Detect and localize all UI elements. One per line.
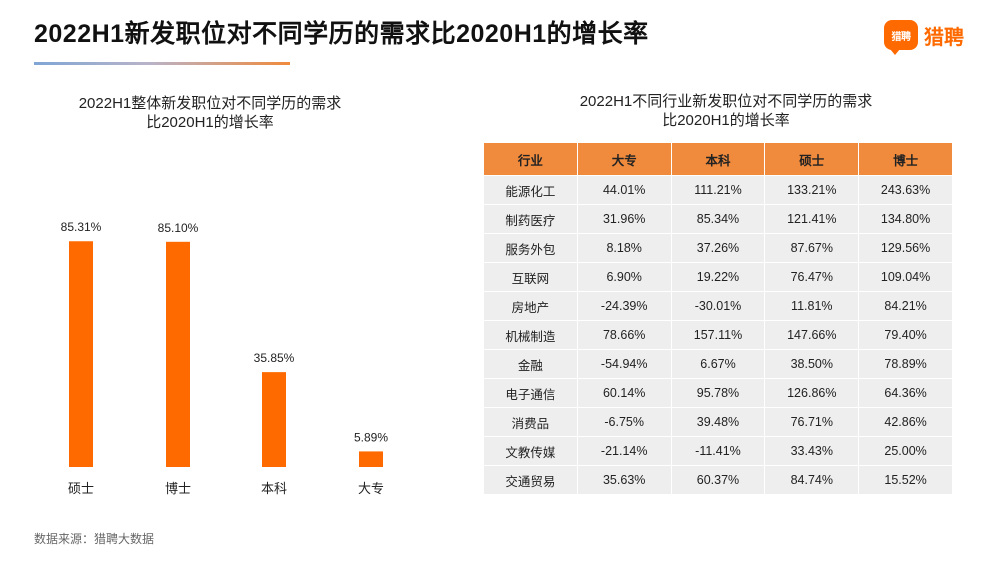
table-row: 互联网 6.90% 19.22% 76.47% 109.04%	[483, 262, 953, 292]
table-header-cell: 博士	[858, 142, 953, 176]
title-underline	[34, 62, 290, 65]
table-cell: 134.80%	[858, 204, 953, 234]
table-title-line2: 比2020H1的增长率	[662, 112, 790, 129]
table-cell: 33.43%	[764, 436, 860, 466]
table-cell: 87.67%	[764, 233, 860, 263]
table-cell: 76.47%	[764, 262, 860, 292]
table-cell: 25.00%	[858, 436, 953, 466]
brand-logo: 猎聘 猎聘	[884, 18, 964, 55]
table-cell: 44.01%	[576, 175, 672, 205]
table-row: 电子通信 60.14% 95.78% 126.86% 64.36%	[483, 378, 953, 408]
table-cell: 78.66%	[576, 320, 672, 350]
bar-硕士	[69, 241, 93, 467]
table-cell: 39.48%	[670, 407, 766, 437]
data-source-note: 数据来源：猎聘大数据	[34, 532, 155, 546]
chat-bubble-icon: 猎聘	[884, 20, 918, 55]
bar-value-label: 85.10%	[158, 221, 199, 235]
table-header-cell: 硕士	[764, 142, 860, 176]
table-row: 房地产 -24.39% -30.01% 11.81% 84.21%	[483, 291, 953, 321]
x-tick-label: 大专	[358, 481, 384, 496]
table-row-industry: 文教传媒	[483, 436, 578, 466]
table-cell: -30.01%	[670, 291, 766, 321]
table-cell: 15.52%	[858, 465, 953, 495]
table-cell: 64.36%	[858, 378, 953, 408]
table-title: 2022H1不同行业新发职位对不同学历的需求 比2020H1的增长率	[530, 92, 922, 130]
table-header-cell: 行业	[483, 142, 578, 176]
table-cell: 31.96%	[576, 204, 672, 234]
table-row-industry: 消费品	[483, 407, 578, 437]
logo-mark-text: 猎聘	[891, 31, 912, 43]
table-header-cell: 本科	[670, 142, 766, 176]
table-cell: -6.75%	[576, 407, 672, 437]
table-cell: -11.41%	[670, 436, 766, 466]
bar-value-label: 35.85%	[254, 351, 295, 365]
x-tick-label: 硕士	[68, 481, 94, 496]
table-row-industry: 服务外包	[483, 233, 578, 263]
bar-chart-title-line2: 比2020H1的增长率	[146, 114, 274, 131]
table-cell: 109.04%	[858, 262, 953, 292]
table-cell: -21.14%	[576, 436, 672, 466]
industry-growth-table: 行业 大专 本科 硕士 博士 能源化工 44.01% 111.21% 133.21% 2…	[483, 142, 953, 495]
table-cell: 95.78%	[670, 378, 766, 408]
table-cell: 35.63%	[576, 465, 672, 495]
bar-value-label: 5.89%	[354, 430, 388, 444]
page-title: 2022H1新发职位对不同学历的需求比2020H1的增长率	[34, 20, 649, 48]
table-cell: 60.14%	[576, 378, 672, 408]
table-row-industry: 房地产	[483, 291, 578, 321]
logo-text: 猎聘	[924, 26, 964, 49]
table-cell: 19.22%	[670, 262, 766, 292]
table-cell: 133.21%	[764, 175, 860, 205]
table-cell: 38.50%	[764, 349, 860, 379]
table-cell: 8.18%	[576, 233, 672, 263]
table-row: 制药医疗 31.96% 85.34% 121.41% 134.80%	[483, 204, 953, 234]
table-cell: 79.40%	[858, 320, 953, 350]
table-cell: 126.86%	[764, 378, 860, 408]
bar-大专	[359, 451, 383, 467]
table-row: 文教传媒 -21.14% -11.41% 33.43% 25.00%	[483, 436, 953, 466]
table-cell: 11.81%	[764, 291, 860, 321]
table-cell: 147.66%	[764, 320, 860, 350]
table-cell: 42.86%	[858, 407, 953, 437]
table-cell: 129.56%	[858, 233, 953, 263]
table-row: 机械制造 78.66% 157.11% 147.66% 79.40%	[483, 320, 953, 350]
table-cell: 243.63%	[858, 175, 953, 205]
x-tick-label: 本科	[261, 481, 287, 496]
table-title-line1: 2022H1不同行业新发职位对不同学历的需求	[579, 93, 873, 110]
bar-chart-title-line1: 2022H1整体新发职位对不同学历的需求	[78, 95, 342, 112]
x-tick-label: 博士	[165, 481, 191, 496]
table-cell: -24.39%	[576, 291, 672, 321]
table-cell: 111.21%	[670, 175, 766, 205]
table-cell: 85.34%	[670, 204, 766, 234]
table-cell: 84.74%	[764, 465, 860, 495]
table-cell: 6.67%	[670, 349, 766, 379]
bar-本科	[262, 372, 286, 467]
table-row-industry: 金融	[483, 349, 578, 379]
table-row: 消费品 -6.75% 39.48% 76.71% 42.86%	[483, 407, 953, 437]
bar-chart: 85.31% 硕士 85.10% 博士 35.85% 本科 5.89% 大专	[61, 220, 389, 496]
table-header-row: 行业 大专 本科 硕士 博士	[483, 142, 953, 176]
table-row-industry: 机械制造	[483, 320, 578, 350]
table-row: 交通贸易 35.63% 60.37% 84.74% 15.52%	[483, 465, 953, 495]
table-row-industry: 交通贸易	[483, 465, 578, 495]
table-cell: 6.90%	[576, 262, 672, 292]
table-row-industry: 互联网	[483, 262, 578, 292]
table-row-industry: 电子通信	[483, 378, 578, 408]
table-cell: 37.26%	[670, 233, 766, 263]
table-cell: 60.37%	[670, 465, 766, 495]
table-header-cell: 大专	[576, 142, 672, 176]
table-row-industry: 能源化工	[483, 175, 578, 205]
table-row: 服务外包 8.18% 37.26% 87.67% 129.56%	[483, 233, 953, 263]
table-cell: 78.89%	[858, 349, 953, 379]
table-row-industry: 制药医疗	[483, 204, 578, 234]
bar-博士	[166, 241, 190, 467]
table-row: 能源化工 44.01% 111.21% 133.21% 243.63%	[483, 175, 953, 205]
table-cell: 76.71%	[764, 407, 860, 437]
table-cell: -54.94%	[576, 349, 672, 379]
table-cell: 84.21%	[858, 291, 953, 321]
table-row: 金融 -54.94% 6.67% 38.50% 78.89%	[483, 349, 953, 379]
table-cell: 121.41%	[764, 204, 860, 234]
bar-value-label: 85.31%	[61, 220, 102, 234]
bar-chart-title: 2022H1整体新发职位对不同学历的需求 比2020H1的增长率	[40, 94, 380, 132]
table-cell: 157.11%	[670, 320, 766, 350]
